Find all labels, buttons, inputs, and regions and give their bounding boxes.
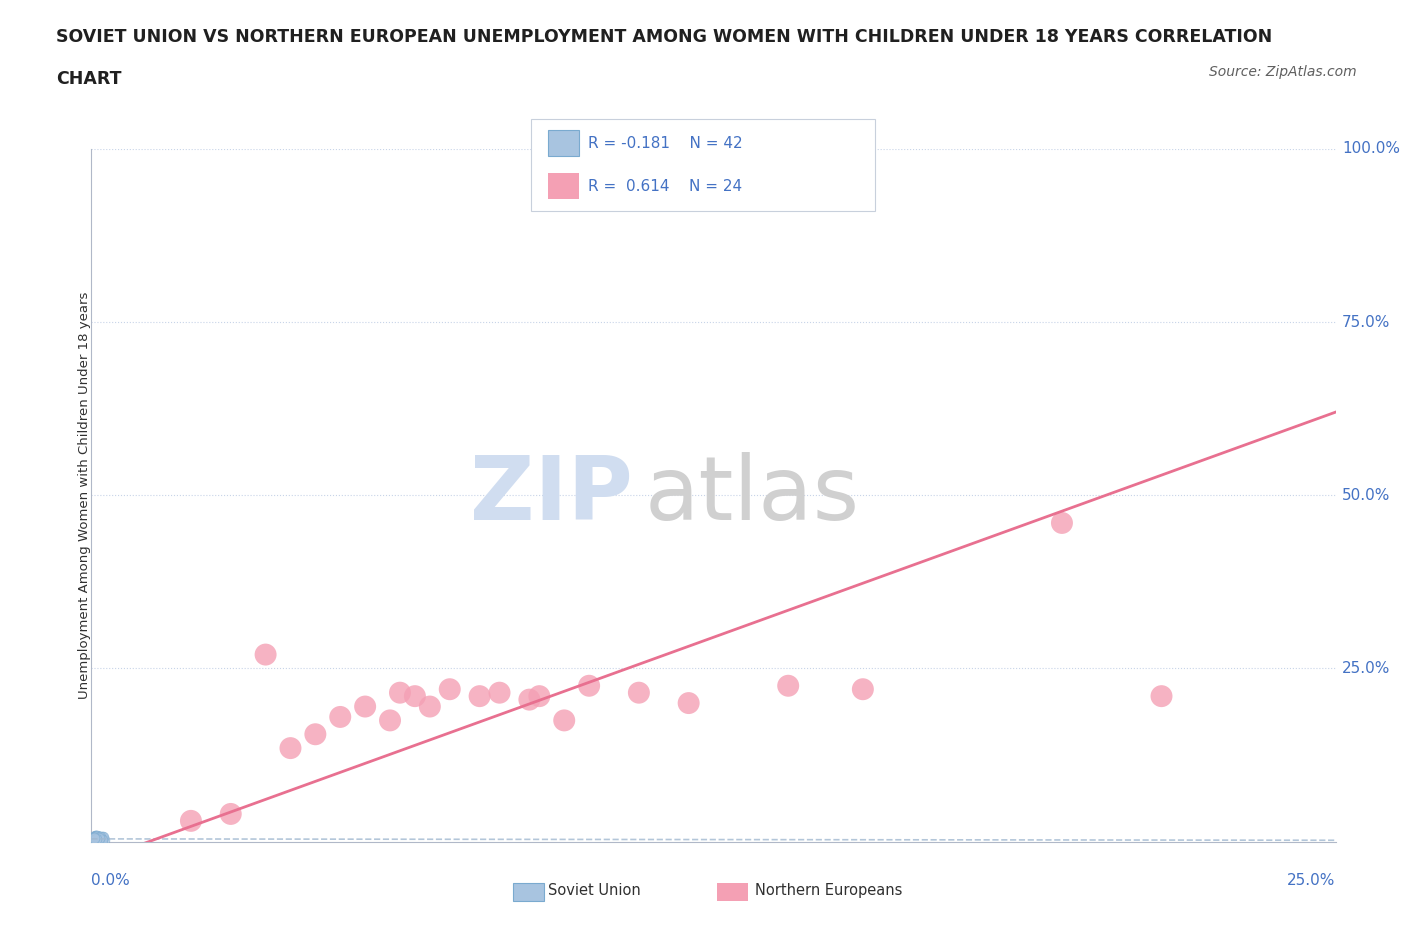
- Point: [89, 830, 111, 845]
- Point: [89, 830, 111, 845]
- Point: [83, 832, 105, 847]
- Point: [87, 831, 110, 846]
- Point: [89, 831, 111, 846]
- Point: [83, 831, 105, 846]
- Text: Soviet Union: Soviet Union: [548, 884, 641, 898]
- Point: [91, 830, 114, 844]
- Point: [86, 830, 108, 845]
- Point: [90, 833, 112, 848]
- Point: [86, 831, 108, 846]
- Point: [93, 833, 115, 848]
- Point: [90, 832, 112, 847]
- Point: [87, 830, 110, 845]
- Point: [86, 829, 108, 844]
- Point: [488, 685, 510, 700]
- Point: [852, 682, 875, 697]
- Point: [86, 832, 108, 847]
- Point: [87, 830, 110, 845]
- Point: [87, 830, 110, 845]
- Point: [86, 831, 108, 846]
- Text: CHART: CHART: [56, 70, 122, 87]
- Text: Source: ZipAtlas.com: Source: ZipAtlas.com: [1209, 65, 1357, 79]
- Point: [89, 830, 111, 844]
- Text: atlas: atlas: [645, 452, 860, 538]
- Point: [86, 829, 108, 844]
- Point: [519, 692, 541, 707]
- Point: [404, 689, 426, 704]
- Point: [84, 830, 107, 845]
- Text: 50.0%: 50.0%: [1341, 487, 1391, 503]
- Point: [678, 696, 700, 711]
- Text: R = -0.181    N = 42: R = -0.181 N = 42: [588, 137, 742, 152]
- Point: [280, 740, 302, 755]
- Point: [388, 685, 411, 700]
- Point: [90, 832, 112, 847]
- Point: [84, 831, 107, 846]
- Text: SOVIET UNION VS NORTHERN EUROPEAN UNEMPLOYMENT AMONG WOMEN WITH CHILDREN UNDER 1: SOVIET UNION VS NORTHERN EUROPEAN UNEMPL…: [56, 28, 1272, 46]
- Text: Northern Europeans: Northern Europeans: [755, 884, 903, 898]
- Text: 75.0%: 75.0%: [1341, 314, 1391, 329]
- Point: [91, 830, 114, 844]
- Point: [627, 685, 650, 700]
- Point: [529, 689, 551, 704]
- Text: 25.0%: 25.0%: [1341, 661, 1391, 676]
- Text: 25.0%: 25.0%: [1288, 873, 1336, 888]
- Y-axis label: Unemployment Among Women with Children Under 18 years: Unemployment Among Women with Children U…: [77, 291, 91, 699]
- Point: [89, 830, 111, 845]
- Point: [219, 806, 242, 821]
- Point: [86, 831, 108, 846]
- Point: [83, 831, 105, 846]
- Point: [84, 829, 107, 844]
- Text: 100.0%: 100.0%: [1341, 141, 1400, 156]
- Point: [254, 647, 277, 662]
- Point: [378, 713, 401, 728]
- Point: [778, 678, 800, 693]
- Point: [468, 689, 491, 704]
- Point: [90, 832, 112, 847]
- Point: [84, 830, 107, 845]
- Text: 0.0%: 0.0%: [91, 873, 131, 888]
- Point: [1050, 515, 1073, 530]
- Point: [439, 682, 461, 697]
- Point: [84, 832, 107, 847]
- Point: [84, 829, 107, 844]
- Point: [180, 814, 202, 829]
- Point: [87, 830, 110, 845]
- Point: [86, 831, 108, 846]
- Point: [87, 830, 110, 845]
- Point: [83, 830, 105, 845]
- Text: R =  0.614    N = 24: R = 0.614 N = 24: [588, 179, 742, 193]
- Point: [1150, 689, 1173, 704]
- Point: [329, 710, 352, 724]
- Point: [83, 830, 105, 844]
- Point: [578, 678, 600, 693]
- Point: [84, 831, 107, 846]
- Point: [553, 713, 575, 728]
- Text: ZIP: ZIP: [470, 452, 633, 538]
- Point: [354, 699, 377, 714]
- Point: [83, 832, 105, 847]
- Point: [304, 727, 326, 742]
- Point: [84, 830, 107, 844]
- Point: [419, 699, 441, 714]
- Point: [87, 831, 110, 846]
- Point: [86, 830, 108, 844]
